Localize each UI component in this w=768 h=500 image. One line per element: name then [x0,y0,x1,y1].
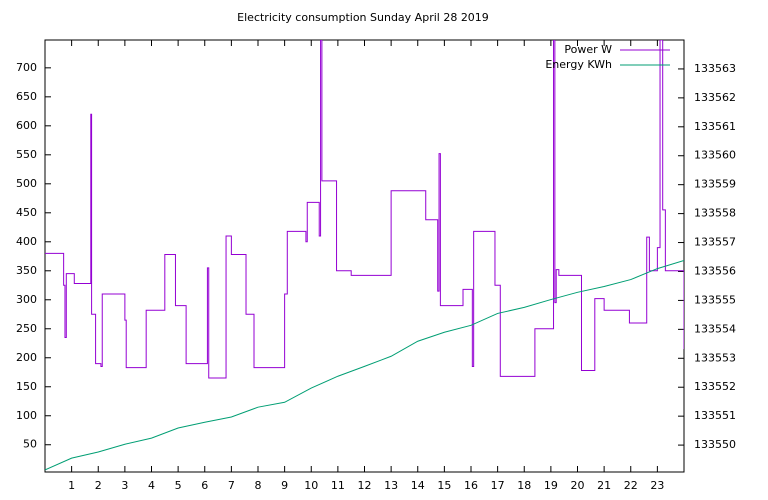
y-tick-label: 550 [16,148,37,161]
y-tick-label: 250 [16,322,37,335]
x-tick-label: 1 [68,479,75,492]
x-tick-label: 16 [464,479,478,492]
y-tick-label: 150 [16,380,37,393]
y-tick-label: 400 [16,235,37,248]
x-tick-label: 12 [358,479,372,492]
x-tick-label: 23 [650,479,664,492]
x-tick-label: 7 [228,479,235,492]
y2-tick-label: 133555 [694,293,736,306]
x-tick-label: 17 [491,479,505,492]
y-tick-label: 700 [16,61,37,74]
y-tick-label: 350 [16,264,37,277]
y2-tick-label: 133550 [694,438,736,451]
y2-tick-label: 133552 [694,380,736,393]
x-tick-label: 18 [517,479,531,492]
y2-tick-label: 133556 [694,264,736,277]
series-line [45,40,684,379]
plot-frame [44,39,685,473]
y2-tick-label: 133559 [694,178,736,191]
x-tick-label: 6 [201,479,208,492]
x-tick-label: 22 [624,479,638,492]
x-tick-label: 14 [411,479,425,492]
x-tick-label: 8 [255,479,262,492]
x-tick-label: 21 [597,479,611,492]
y2-tick-label: 133560 [694,149,736,162]
y2-tick-label: 133551 [694,409,736,422]
y-tick-label: 450 [16,206,37,219]
y2-tick-label: 133554 [694,322,736,335]
x-tick-label: 20 [571,479,585,492]
x-tick-label: 3 [121,479,128,492]
y-tick-label: 600 [16,119,37,132]
x-tick-label: 15 [437,479,451,492]
y-tick-label: 200 [16,351,37,364]
x-tick-label: 11 [331,479,345,492]
y2-tick-label: 133562 [694,91,736,104]
y-tick-label: 650 [16,90,37,103]
x-tick-label: 2 [95,479,102,492]
legend-label: Energy KWh [545,58,612,71]
x-tick-label: 9 [281,479,288,492]
y-tick-label: 50 [23,438,37,451]
x-tick-label: 19 [544,479,558,492]
y-tick-label: 100 [16,409,37,422]
y2-tick-label: 133563 [694,62,736,75]
x-tick-label: 4 [148,479,155,492]
x-tick-label: 5 [175,479,182,492]
y2-tick-label: 133557 [694,236,736,249]
y-tick-label: 300 [16,293,37,306]
legend-label: Power W [564,43,612,56]
chart-title: Electricity consumption Sunday April 28 … [237,11,489,24]
y2-tick-label: 133558 [694,207,736,220]
x-tick-label: 10 [304,479,318,492]
y2-tick-label: 133553 [694,351,736,364]
y2-tick-label: 133561 [694,120,736,133]
y-tick-label: 500 [16,177,37,190]
x-tick-label: 13 [384,479,398,492]
series-line [45,260,684,471]
